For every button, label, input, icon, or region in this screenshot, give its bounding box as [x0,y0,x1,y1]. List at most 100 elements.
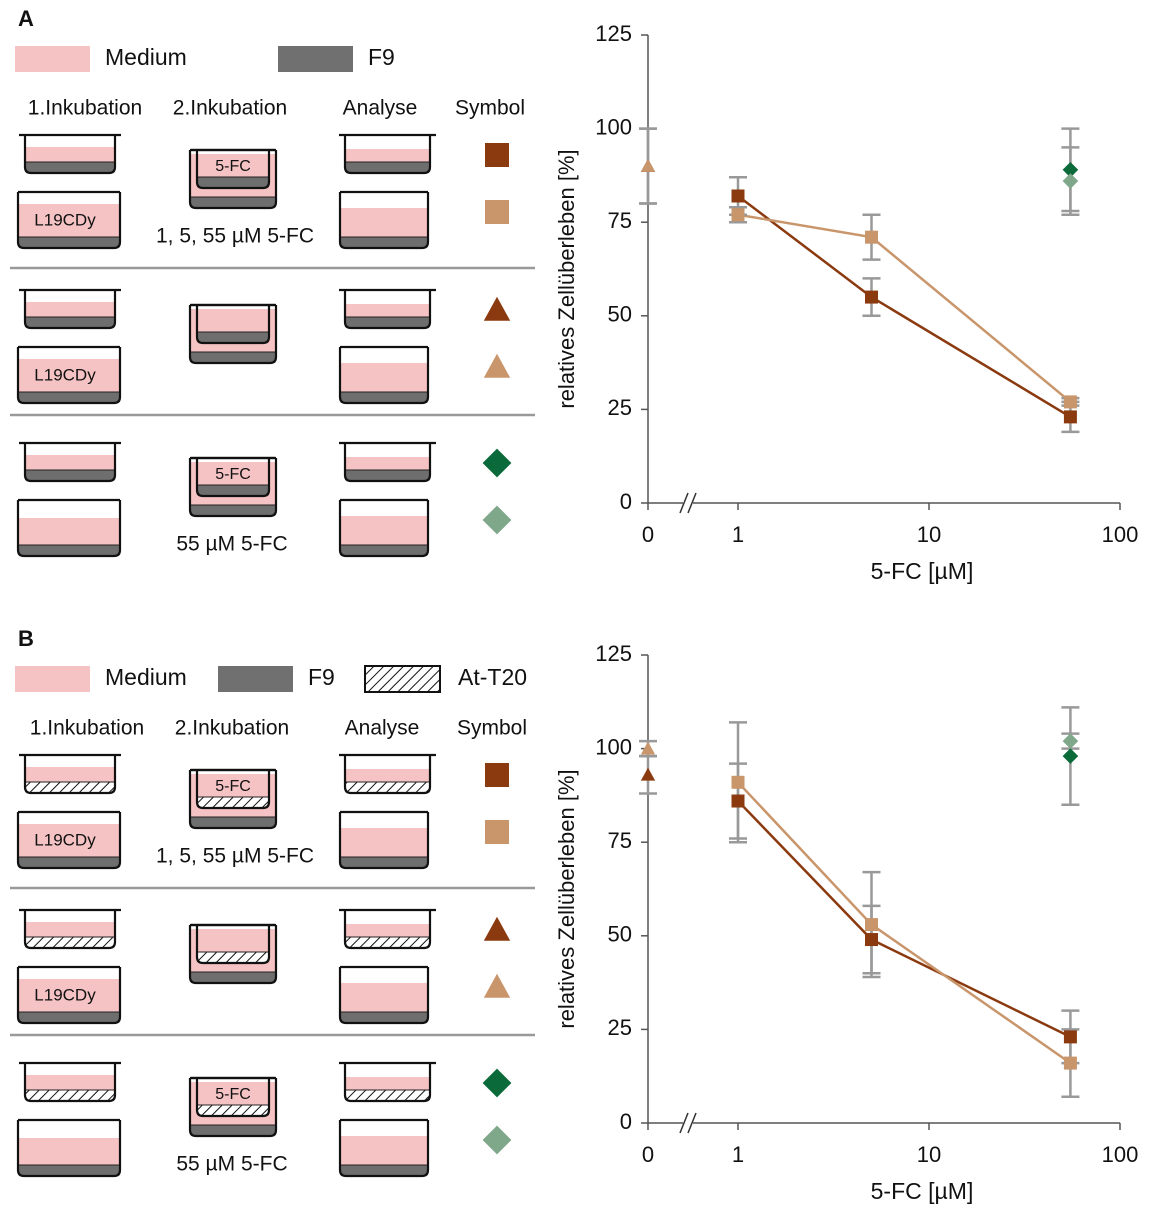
data-point [865,290,879,304]
medium-layer [198,1082,268,1105]
column-header: 1.Inkubation [28,97,142,120]
x-tick-label: 100 [1102,522,1139,547]
bottom-layer [341,1012,427,1022]
legend-label: Medium [105,664,187,690]
data-point [1062,173,1079,189]
cup-outline [16,965,122,1025]
cup-outline [23,290,117,330]
concentration-note: 55 µM 5-FC [176,1153,287,1176]
cup-outline [343,443,432,483]
x-tick-label: 1 [732,1142,744,1167]
medium-layer [26,147,114,162]
data-point [731,775,745,789]
medium-layer [19,979,119,1012]
medium-layer [19,204,119,237]
cup-outline [343,755,432,795]
medium-layer [198,309,268,332]
y-tick-label: 75 [608,828,632,853]
y-tick-label: 125 [595,21,632,46]
cup-outline [338,345,430,405]
bottom-layer [19,545,119,555]
legend-swatch [278,46,353,72]
legend-label: F9 [368,44,395,70]
medium-layer [346,304,429,317]
bottom-layer [26,317,114,327]
data-point [1062,748,1079,764]
axis-break [679,1112,689,1134]
medium-layer [19,824,119,857]
cup-outline [23,1063,117,1103]
cup-outline [16,498,122,558]
bottom-layer [198,177,268,187]
legend-swatch [218,666,293,692]
series-line [737,194,1072,418]
cup-outline [343,1063,432,1103]
axis-break [687,1112,697,1134]
bottom-layer [19,1165,119,1175]
y-tick-label: 75 [608,208,632,233]
data-point [865,933,879,947]
legend-symbol [483,916,511,941]
legend-symbol [482,505,512,535]
cup-outline [16,190,122,250]
cup-outline [16,1118,122,1178]
medium-layer [26,455,114,470]
x-tick-label: 10 [917,1142,941,1167]
insert-label: 5-FC [215,158,251,175]
bottom-layer [198,952,268,962]
y-tick-label: 50 [608,922,632,947]
y-tick-label: 100 [595,114,632,139]
medium-layer [26,767,114,782]
bottom-layer [341,237,427,247]
medium-layer [341,1136,427,1165]
legend-symbol [483,296,511,321]
data-point [865,230,879,244]
legend-symbol [483,973,511,998]
bottom-layer [19,1012,119,1022]
series-line [737,213,1072,403]
cell-label: L19CDy [34,365,96,384]
bottom-layer [341,392,427,402]
legend-label: At-T20 [458,664,527,690]
medium-layer [19,518,119,545]
cup-outline [338,498,430,558]
cup-outline [23,910,117,950]
legend-symbol [482,1068,512,1098]
cup-outline [23,135,117,175]
cup-outline [343,290,432,330]
bottom-layer [341,545,427,555]
cell-label: L19CDy [34,985,96,1004]
legend-symbol [485,820,509,844]
cup-outline [338,965,430,1025]
series-line [737,781,1072,1065]
legend-symbol [485,763,509,787]
bottom-layer [191,817,275,827]
bottom-layer [26,1090,114,1100]
data-point [1063,395,1077,409]
data-point [1062,733,1079,749]
cup-outline [195,150,271,190]
bottom-layer [346,937,429,947]
medium-layer [19,1138,119,1165]
medium-layer [341,208,427,237]
axis-break [687,492,697,514]
bottom-layer [191,352,275,362]
column-header: 1.Inkubation [30,717,144,740]
data-point [865,918,879,932]
concentration-note: 1, 5, 55 µM 5-FC [156,845,314,868]
legend-label: Medium [105,44,187,70]
bottom-layer [346,470,429,480]
column-header: 2.Inkubation [175,717,289,740]
axis-break [679,492,689,514]
medium-layer [19,359,119,392]
y-tick-label: 125 [595,641,632,666]
bottom-layer [346,162,429,172]
y-tick-label: 25 [608,395,632,420]
bottom-layer [198,485,268,495]
medium-layer [341,516,427,545]
bottom-layer [191,972,275,982]
cell-label: L19CDy [34,830,96,849]
data-point [1063,1056,1077,1070]
medium-layer [346,457,429,470]
medium-layer [198,774,268,797]
